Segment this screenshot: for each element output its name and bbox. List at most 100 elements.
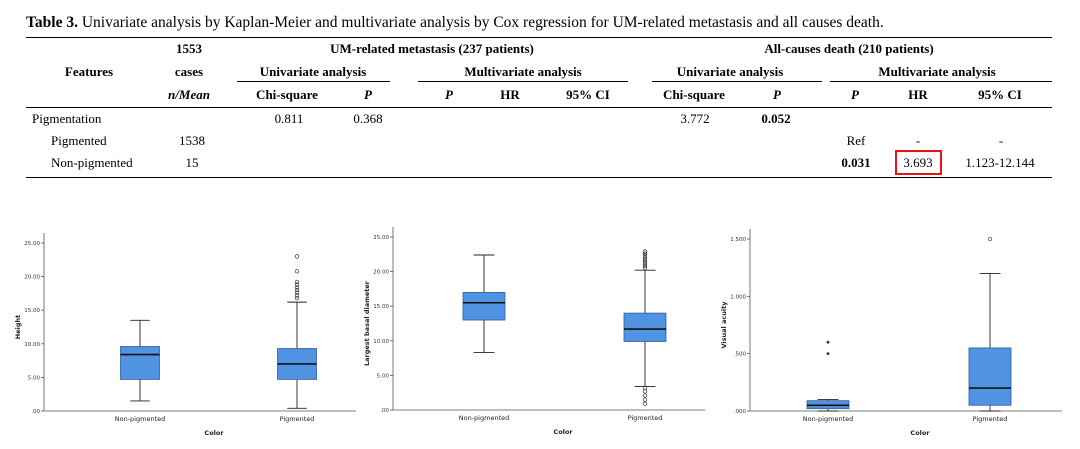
caption-label: Table 3. [26, 14, 78, 31]
header-m-univariate: Univariate analysis [259, 64, 367, 79]
outlier-point [826, 352, 830, 356]
header-d-hr: HR [908, 87, 928, 102]
iqr-box [120, 346, 160, 380]
outlier-point [642, 259, 648, 265]
outlier-point [987, 236, 993, 242]
header-cases-bottom: n/Mean [168, 87, 210, 102]
basal-diameter-boxplot: .00 5.00 10.00 15.00 20.00 25.00 Largest basal… [363, 227, 705, 436]
row-feature: Non-pigmented [51, 155, 133, 170]
y-tick-label: 10.00 [373, 339, 389, 345]
x-tick-label: Non-pigmented [115, 415, 166, 423]
header-d-chi: Chi-square [663, 87, 725, 102]
row-d-mp: Ref [846, 133, 866, 148]
table-caption: Table 3. Univariate analysis by Kaplan-M… [26, 14, 884, 32]
outlier-point [294, 290, 300, 295]
row-m-chi: 0.811 [274, 111, 304, 126]
iqr-box [968, 347, 1012, 406]
iqr-box [462, 291, 506, 321]
outlier-point [642, 261, 648, 267]
visual-acuity-boxplot: .000 .500 1.000 1.500 Visual acuity Color Non-… [720, 229, 1062, 437]
outlier-point [642, 265, 648, 271]
outlier-point [642, 251, 648, 256]
x-axis-label: Color [910, 429, 930, 437]
header-metastasis-group: UM-related metastasis (237 patients) [330, 41, 534, 56]
y-tick-label: .500 [734, 352, 747, 358]
outlier-point [642, 249, 648, 254]
hr-highlight-box [895, 150, 942, 175]
header-d-mp: P [851, 87, 859, 102]
row-feature: Pigmentation [32, 111, 102, 126]
header-m-chi: Chi-square [256, 87, 318, 102]
header-m-hr: HR [500, 87, 520, 102]
y-tick-label: 25.00 [24, 241, 40, 247]
row-d-ci: - [998, 133, 1004, 148]
outlier-point [294, 295, 300, 301]
outlier-point [294, 293, 300, 298]
row-d-mp: 0.031 [841, 155, 871, 170]
y-tick-label: 25.00 [373, 235, 389, 241]
header-m-ci: 95% CI [566, 87, 610, 102]
outlier-point [642, 393, 648, 398]
row-m-p: 0.368 [353, 111, 383, 126]
outlier-point [642, 263, 648, 269]
header-bottom-rule [26, 107, 1052, 108]
y-tick-label: 5.00 [377, 373, 390, 379]
top-rule [26, 37, 1052, 38]
y-axis-label: Largest basal diameter [363, 280, 371, 366]
row-d-chi: 3.772 [680, 111, 710, 126]
y-tick-label: 1.000 [730, 294, 746, 300]
results-table: Table 3. Univariate analysis by Kaplan-M… [0, 0, 1080, 190]
outlier-point [642, 397, 648, 402]
rule-d-multi [830, 81, 1052, 82]
x-tick-label: Pigmented [280, 415, 315, 423]
row-cases: 15 [185, 155, 199, 170]
header-cases-mid: cases [174, 64, 204, 79]
outlier-point [294, 282, 300, 287]
y-tick-label: 20.00 [373, 270, 389, 276]
outlier-point [642, 385, 648, 391]
row-cases: 1538 [179, 133, 205, 148]
y-axis-label: Visual acuity [720, 301, 728, 349]
header-d-multivariate: Multivariate analysis [878, 64, 996, 79]
y-tick-label: 1.500 [730, 237, 746, 243]
header-features: Features [64, 64, 114, 79]
y-tick-label: .00 [380, 408, 389, 414]
outlier-point [642, 257, 648, 262]
y-tick-label: 20.00 [24, 275, 40, 281]
header-m-mp: P [445, 87, 453, 102]
row-d-hr: 3.693 [903, 155, 933, 170]
outlier-point [642, 253, 648, 258]
y-axis-label: Height [14, 315, 22, 339]
y-tick-label: 15.00 [373, 304, 389, 310]
outlier-point [294, 254, 300, 259]
caption-text: Univariate analysis by Kaplan-Meier and … [77, 14, 884, 31]
header-cases-top: 1553 [176, 41, 202, 56]
header-m-p: P [364, 87, 372, 102]
x-tick-label: Pigmented [973, 415, 1008, 423]
outlier-point [294, 287, 300, 293]
header-d-univariate: Univariate analysis [676, 64, 784, 79]
y-tick-label: 15.00 [24, 308, 40, 314]
outlier-point [294, 279, 300, 285]
header-d-ci: 95% CI [978, 87, 1022, 102]
outlier-point [826, 340, 830, 344]
y-tick-label: 5.00 [28, 375, 41, 381]
x-tick-label: Non-pigmented [459, 414, 510, 422]
outlier-point [642, 389, 648, 394]
x-axis-label: Color [204, 429, 224, 437]
rule-m-multi [418, 81, 628, 82]
outlier-point [294, 269, 300, 274]
outlier-point [294, 285, 300, 290]
x-tick-label: Non-pigmented [803, 415, 854, 423]
x-axis-label: Color [553, 428, 573, 436]
boxplot-figures: .00 5.00 10.00 15.00 20.00 25.00 Height Color No… [0, 195, 1080, 449]
row-d-hr: - [915, 133, 921, 148]
row-d-ci: 1.123-12.144 [965, 155, 1035, 170]
row-feature: Pigmented [51, 133, 107, 148]
rule-m-uni [237, 81, 390, 82]
outlier-point [642, 401, 648, 406]
y-tick-label: 10.00 [24, 342, 40, 348]
row-d-p: 0.052 [761, 111, 791, 126]
header-d-p: P [773, 87, 781, 102]
rule-d-uni [652, 81, 822, 82]
